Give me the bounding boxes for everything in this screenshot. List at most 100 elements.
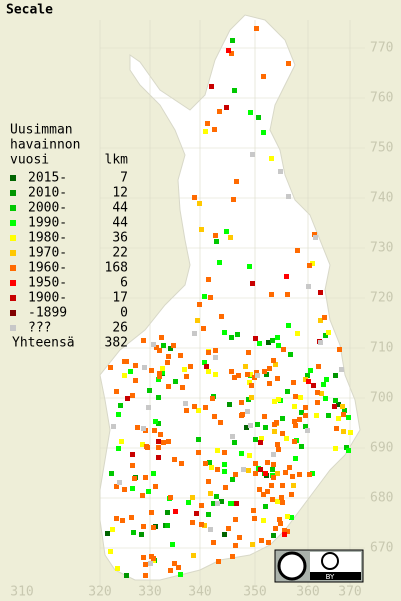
- observation: [222, 462, 227, 467]
- observation: [226, 526, 231, 531]
- observation: [160, 366, 165, 371]
- observation: [252, 375, 257, 380]
- observation: [262, 414, 267, 419]
- observation: [267, 366, 272, 371]
- observation: [248, 423, 253, 428]
- observation: [246, 350, 251, 355]
- observation: [143, 573, 148, 578]
- observation: [346, 415, 351, 420]
- observation: [232, 88, 237, 93]
- observation: [117, 480, 122, 485]
- observation: [156, 421, 161, 426]
- observation: [232, 440, 237, 445]
- observation: [286, 61, 291, 66]
- observation: [209, 84, 214, 89]
- observation: [229, 369, 234, 374]
- x-label: 370: [338, 585, 361, 600]
- observation: [266, 540, 271, 545]
- observation: [286, 323, 291, 328]
- observation: [182, 367, 187, 372]
- observation: [226, 48, 231, 53]
- observation: [263, 471, 268, 476]
- observation: [118, 403, 123, 408]
- x-label: 310: [10, 585, 33, 600]
- observation: [196, 408, 201, 413]
- observation: [224, 229, 229, 234]
- observation: [133, 378, 138, 383]
- observation: [315, 400, 320, 405]
- observation: [195, 318, 200, 323]
- observation: [165, 523, 170, 528]
- observation: [269, 156, 274, 161]
- observation: [333, 446, 338, 451]
- observation: [299, 410, 304, 415]
- observation: [269, 483, 274, 488]
- observation: [215, 448, 220, 453]
- observation: [197, 302, 202, 307]
- observation: [222, 450, 227, 455]
- observation: [222, 330, 227, 335]
- observation: [274, 420, 279, 425]
- y-label: 770: [370, 41, 393, 56]
- legend-label: 2010-: [28, 186, 67, 201]
- observation: [316, 364, 321, 369]
- observation: [191, 553, 196, 558]
- y-label: 720: [370, 291, 393, 306]
- observation: [262, 369, 267, 374]
- observation: [224, 105, 229, 110]
- observation: [171, 343, 176, 348]
- observation: [278, 521, 283, 526]
- observation: [257, 487, 262, 492]
- observation: [253, 437, 258, 442]
- observation: [229, 335, 234, 340]
- observation: [161, 343, 166, 348]
- observation: [152, 428, 157, 433]
- observation: [235, 332, 240, 337]
- y-label: 680: [370, 491, 393, 506]
- observation: [288, 352, 293, 357]
- observation: [341, 429, 346, 434]
- observation: [250, 152, 255, 157]
- observation: [285, 529, 290, 534]
- observation: [232, 375, 237, 380]
- observation: [298, 395, 303, 400]
- y-label: 690: [370, 441, 393, 456]
- observation: [248, 372, 253, 377]
- observation: [124, 573, 129, 578]
- legend-header: Uusimman: [10, 123, 73, 138]
- observation: [222, 469, 227, 474]
- observation: [165, 360, 170, 365]
- title: Secale: [6, 3, 53, 18]
- observation: [114, 516, 119, 521]
- observation: [292, 419, 297, 424]
- observation: [131, 530, 136, 535]
- observation: [303, 424, 308, 429]
- observation: [297, 472, 302, 477]
- cc-icon: [277, 551, 307, 581]
- observation: [197, 201, 202, 206]
- observation: [239, 451, 244, 456]
- observation: [140, 442, 145, 447]
- observation: [217, 109, 222, 114]
- x-label: 330: [138, 585, 161, 600]
- observation: [264, 372, 269, 377]
- observation: [119, 439, 124, 444]
- legend-count: 36: [112, 231, 128, 246]
- observation: [149, 554, 154, 559]
- observation: [213, 372, 218, 377]
- x-label: 350: [243, 585, 266, 600]
- legend-swatch: [10, 220, 16, 226]
- observation: [273, 526, 278, 531]
- observation: [284, 274, 289, 279]
- observation: [135, 425, 140, 430]
- legend-count: 26: [112, 321, 128, 336]
- observation: [261, 518, 266, 523]
- observation: [218, 420, 223, 425]
- legend-count: 6: [120, 276, 128, 291]
- observation: [143, 475, 148, 480]
- observation: [146, 489, 151, 494]
- observation: [310, 471, 315, 476]
- observation: [306, 284, 311, 289]
- observation: [265, 489, 270, 494]
